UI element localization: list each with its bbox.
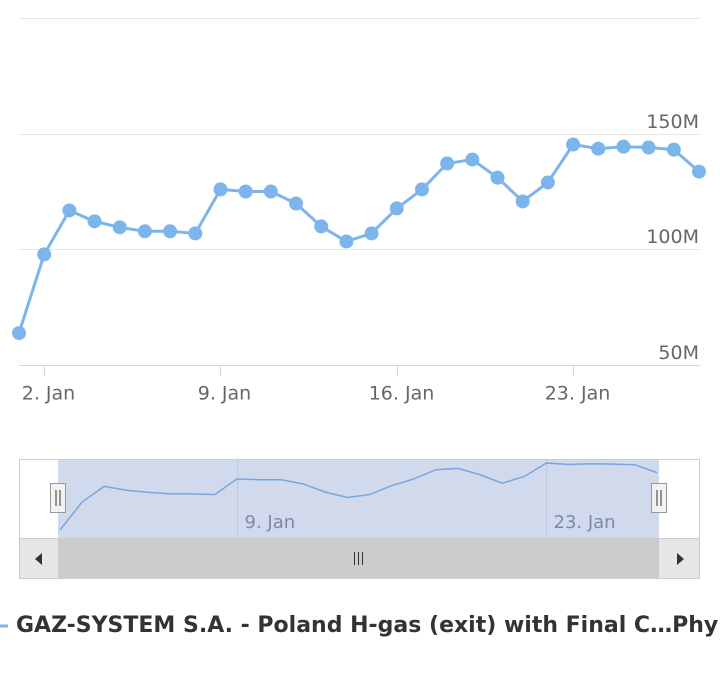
data-point[interactable] <box>364 226 379 241</box>
data-point[interactable] <box>465 152 480 167</box>
data-point[interactable] <box>414 182 429 197</box>
data-point[interactable] <box>515 194 530 209</box>
handle-grip <box>55 490 61 506</box>
data-point[interactable] <box>213 182 228 197</box>
data-point[interactable] <box>37 247 52 262</box>
legend-label[interactable]: GAZ-SYSTEM S.A. - Poland H-gas (exit) wi… <box>16 613 718 638</box>
handle-grip <box>656 490 662 506</box>
right-arrow <box>677 553 684 565</box>
data-point[interactable] <box>163 224 178 239</box>
data-point[interactable] <box>87 214 102 229</box>
data-point[interactable] <box>692 164 706 179</box>
navigator-handle[interactable] <box>50 483 66 513</box>
y-tick-label: 150M <box>646 111 699 133</box>
navigator-handle[interactable] <box>651 483 667 513</box>
x-tick-label: 16. Jan <box>369 383 435 405</box>
data-point[interactable] <box>540 175 555 190</box>
data-point[interactable] <box>12 326 26 341</box>
y-tick-label: 50M <box>658 342 699 364</box>
data-point[interactable] <box>137 224 152 239</box>
data-point[interactable] <box>616 139 631 154</box>
series-line <box>17 143 700 334</box>
data-point[interactable] <box>188 226 203 241</box>
x-tick-label: 2. Jan <box>22 383 75 405</box>
data-point[interactable] <box>314 219 329 234</box>
navigator-series <box>59 462 658 531</box>
data-point[interactable] <box>389 201 404 216</box>
navigator-tick-label: 9. Jan <box>245 512 296 533</box>
data-point[interactable] <box>112 220 127 235</box>
data-point[interactable] <box>566 137 581 152</box>
y-tick-label: 100M <box>646 226 699 248</box>
data-point[interactable] <box>339 234 354 249</box>
data-point[interactable] <box>641 140 656 155</box>
navigator[interactable]: 9. Jan 23. Jan <box>19 459 700 539</box>
plot-area: 50M 100M 150M 2. Jan 9. Jan 16. Jan 23. Jan <box>12 18 706 405</box>
x-tick-label: 23. Jan <box>545 383 611 405</box>
data-point[interactable] <box>62 203 77 218</box>
scrollbar[interactable] <box>19 538 700 579</box>
data-point[interactable] <box>238 184 253 199</box>
data-point[interactable] <box>490 170 505 185</box>
data-point[interactable] <box>440 156 455 171</box>
left-arrow <box>35 553 42 565</box>
x-tick-label: 9. Jan <box>198 383 251 405</box>
legend[interactable]: GAZ-SYSTEM S.A. - Poland H-gas (exit) wi… <box>0 613 718 638</box>
data-point[interactable] <box>289 196 304 211</box>
navigator-tick-label: 23. Jan <box>554 512 616 533</box>
data-point[interactable] <box>666 142 681 157</box>
data-point[interactable] <box>591 141 606 156</box>
data-point[interactable] <box>263 184 278 199</box>
navigator-mask[interactable] <box>58 460 659 538</box>
